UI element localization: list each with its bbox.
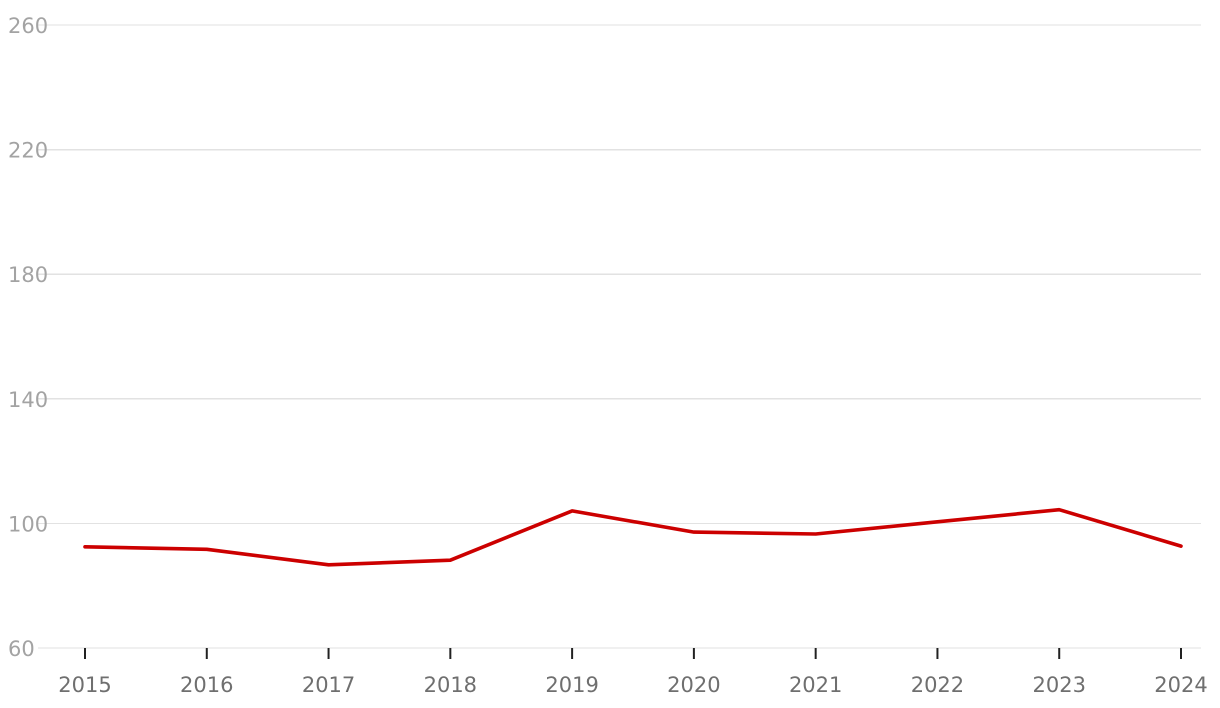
x-tick-label-2018: 2018 [424,673,477,697]
y-tick-label-140: 140 [8,388,48,412]
x-tick-label-2017: 2017 [302,673,355,697]
series-line-0 [83,507,1183,567]
x-tick-label-2020: 2020 [667,673,720,697]
x-tick-label-2019: 2019 [545,673,598,697]
x-tick-label-2023: 2023 [1032,673,1085,697]
x-axis: 2015 2016 2017 2018 2019 2020 2021 2022 2023 2024 [58,648,1208,697]
y-tick-label-100: 100 [8,512,48,536]
grid-lines [38,24,1201,649]
y-tick-label-180: 180 [8,263,48,287]
y-tick-label-260: 260 [8,14,48,38]
x-tick-label-2021: 2021 [789,673,842,697]
x-tick-label-2024: 2024 [1154,673,1207,697]
y-tick-label-60: 60 [8,637,35,661]
x-tick-label-2022: 2022 [911,673,964,697]
x-tick-label-2015: 2015 [58,673,111,697]
x-tick-label-2016: 2016 [180,673,233,697]
y-axis-tick-labels: 60 100 140 180 220 260 [8,14,48,661]
series-layer [83,507,1183,567]
y-tick-label-220: 220 [8,139,48,163]
